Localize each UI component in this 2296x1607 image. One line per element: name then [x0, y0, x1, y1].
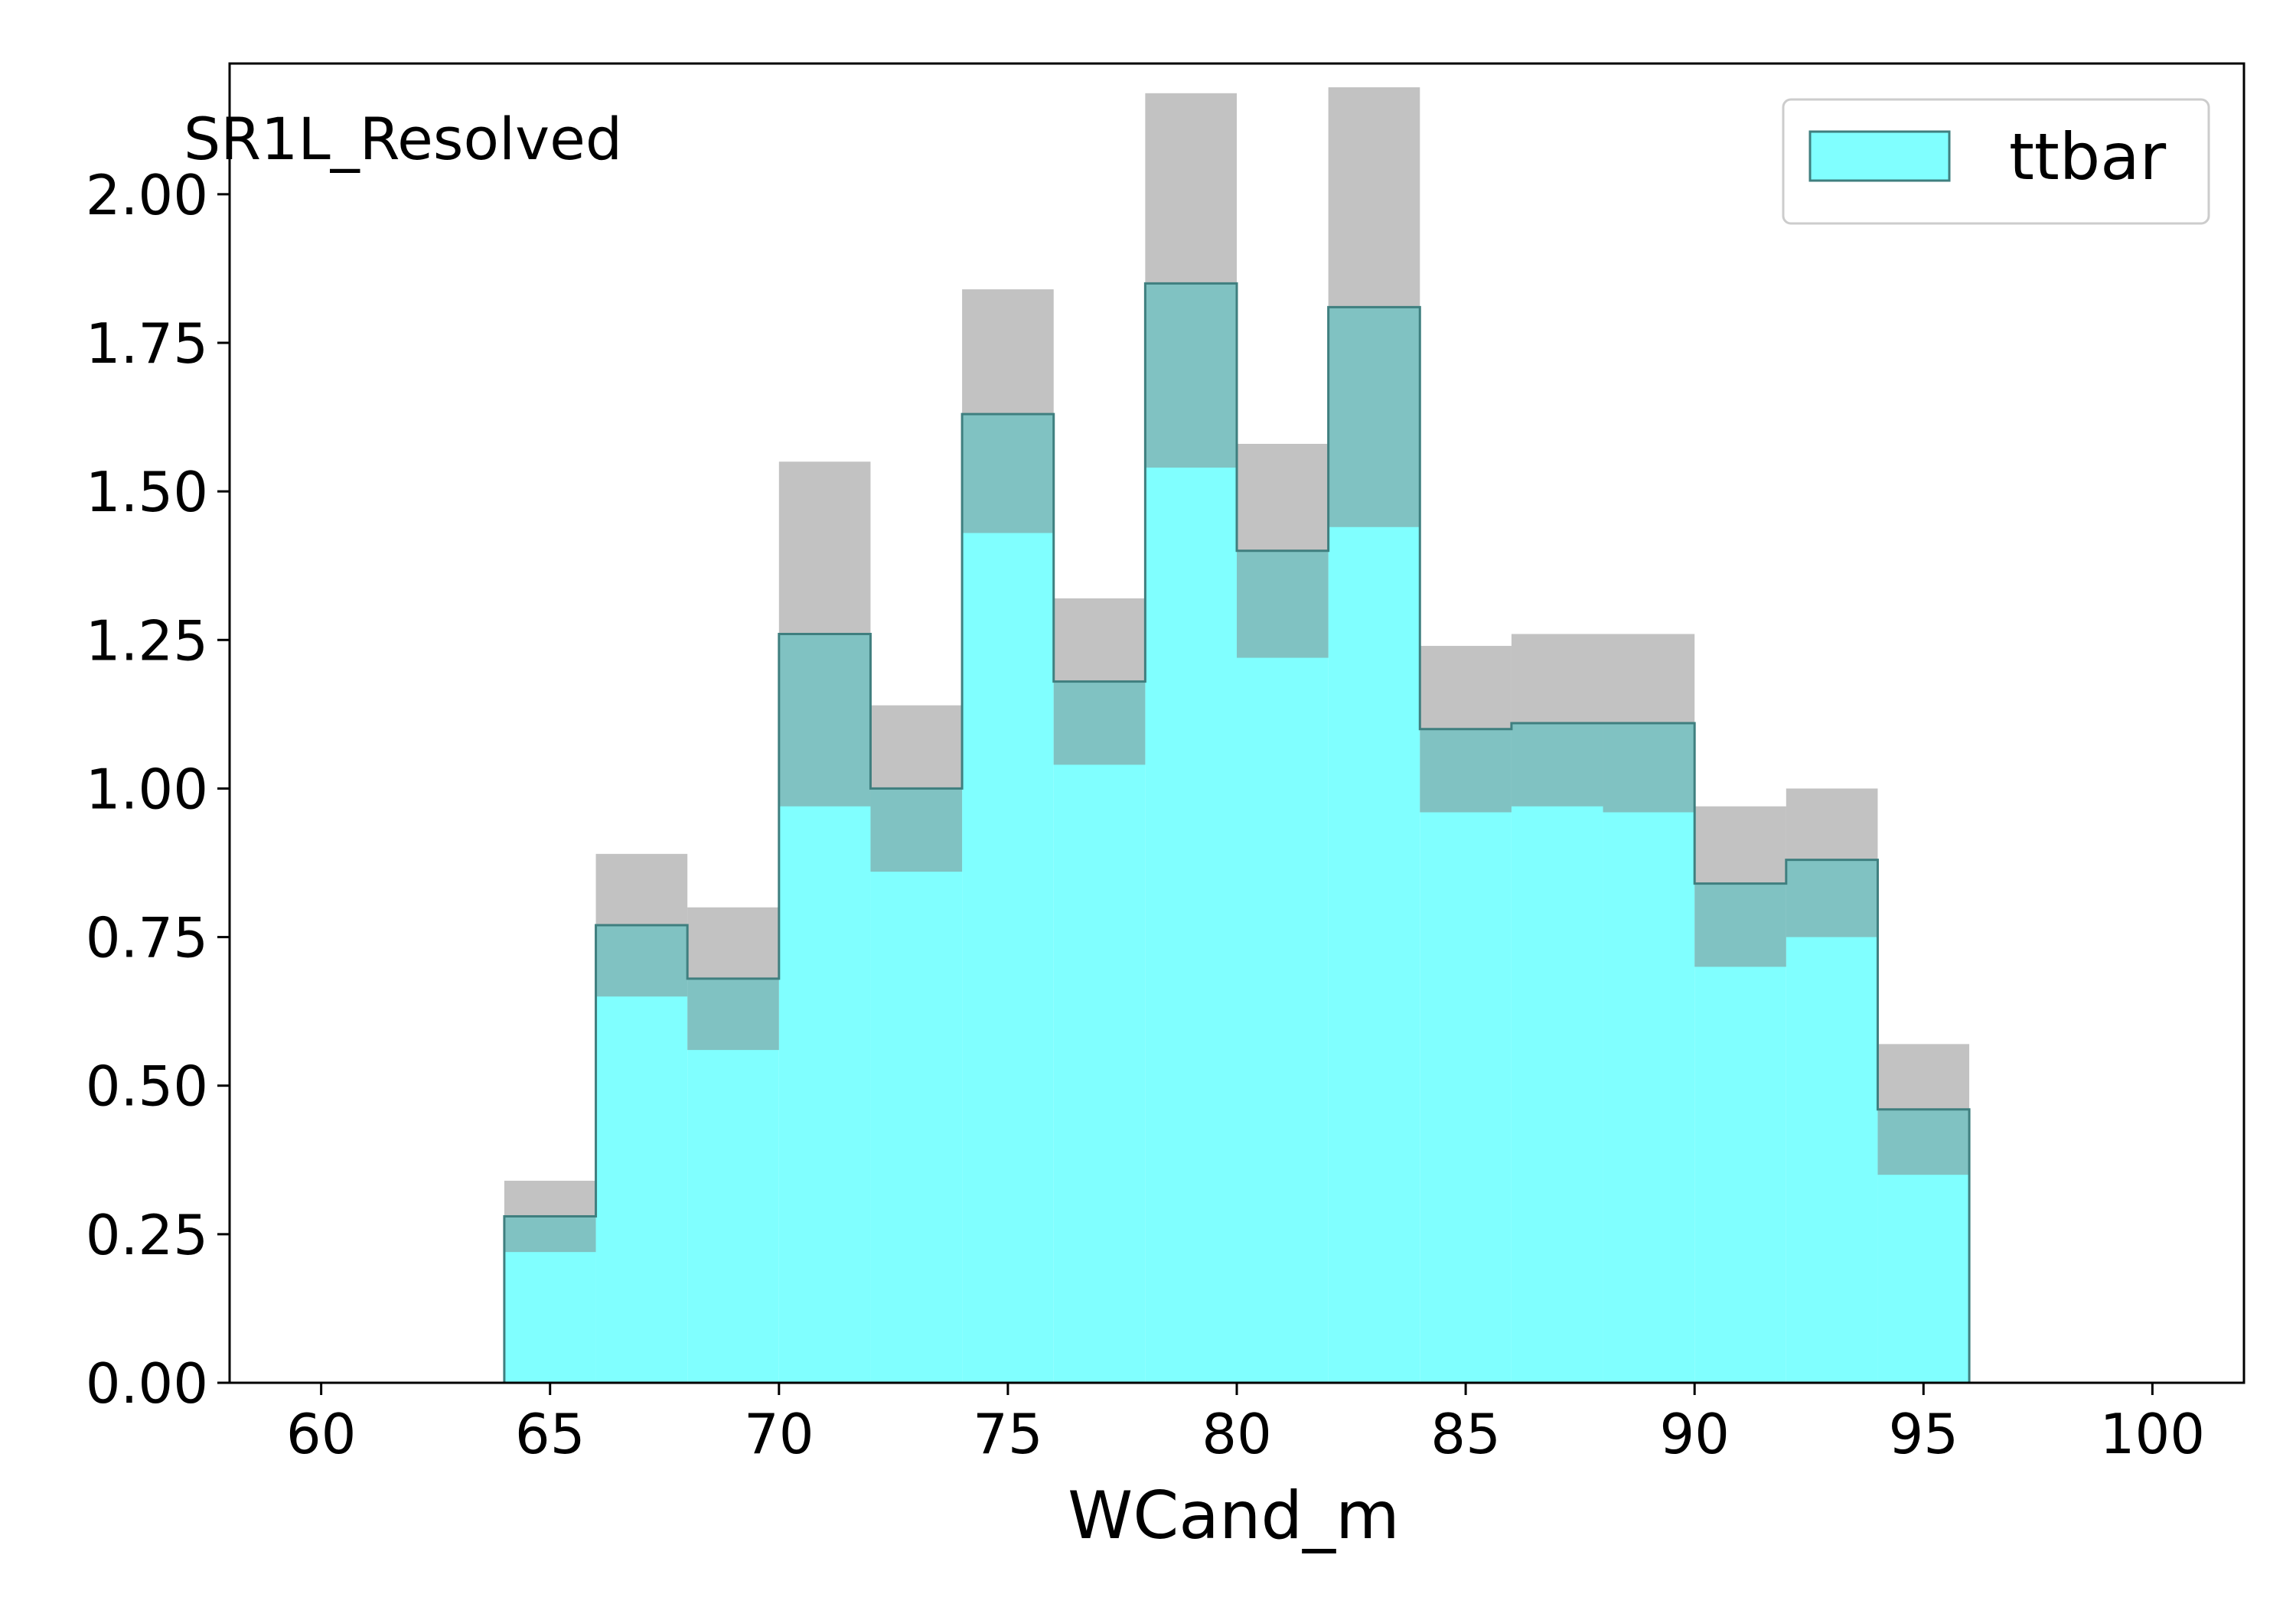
- legend-swatch-ttbar: [1808, 130, 1951, 182]
- x-tick-label: 90: [1659, 1402, 1730, 1466]
- histogram-bar: [1603, 723, 1695, 1383]
- x-tick-label: 100: [2100, 1402, 2205, 1466]
- histogram-bar: [778, 634, 871, 1383]
- histogram-bar: [1877, 1109, 1970, 1383]
- y-tick-label: 0.75: [86, 906, 208, 970]
- y-tick-label: 0.50: [86, 1054, 208, 1119]
- uncertainty-band: [1694, 806, 1786, 967]
- legend-label-ttbar: ttbar: [2009, 119, 2167, 194]
- histogram-bar: [1511, 723, 1603, 1383]
- histogram-bar: [1053, 681, 1146, 1383]
- histogram-outline: [503, 282, 1971, 1383]
- y-tick-label: 1.50: [86, 460, 208, 524]
- y-tick-label: 1.00: [86, 757, 208, 821]
- bars-layer: [504, 283, 1970, 1384]
- uncertainty-band: [962, 289, 1054, 533]
- y-tick-label: 1.75: [86, 311, 208, 376]
- y-tick-label: 0.25: [86, 1203, 208, 1267]
- x-tick-label: 60: [286, 1402, 357, 1466]
- y-axis-ticks: 0.00 0.25 0.50 0.75 1.00 1.25 1.50 1.75 2.00: [86, 163, 230, 1416]
- histogram-bar: [1328, 307, 1420, 1384]
- histogram-bar: [1786, 859, 1878, 1383]
- uncertainty-band: [1511, 634, 1603, 807]
- y-tick-label: 1.25: [86, 608, 208, 673]
- histogram-bar: [595, 925, 688, 1383]
- histogram-bar: [1237, 550, 1329, 1384]
- x-tick-label: 80: [1202, 1402, 1272, 1466]
- histogram-bar: [1145, 283, 1237, 1383]
- x-tick-label: 75: [973, 1402, 1043, 1466]
- y-tick-label: 0.00: [86, 1351, 208, 1416]
- x-axis-label: WCand_m: [1068, 1478, 1400, 1554]
- histogram-bar: [1420, 729, 1512, 1383]
- histogram-bar: [962, 414, 1054, 1383]
- x-axis-ticks: 60 65 70 75 80 85 90 95 100: [286, 1383, 2205, 1466]
- uncertainty-band: [1145, 93, 1237, 468]
- x-tick-label: 65: [515, 1402, 585, 1466]
- x-tick-label: 95: [1888, 1402, 1958, 1466]
- histogram-bar: [504, 1216, 596, 1383]
- histogram-bar: [1694, 883, 1786, 1383]
- histogram-bar: [687, 978, 779, 1383]
- legend: ttbar: [1782, 98, 2210, 225]
- x-tick-label: 85: [1430, 1402, 1501, 1466]
- x-tick-label: 70: [744, 1402, 814, 1466]
- region-label: SR1L_Resolved: [184, 105, 622, 173]
- y-tick-label: 2.00: [86, 163, 208, 227]
- histogram-bar: [870, 788, 963, 1383]
- uncertainty-band: [1786, 788, 1878, 937]
